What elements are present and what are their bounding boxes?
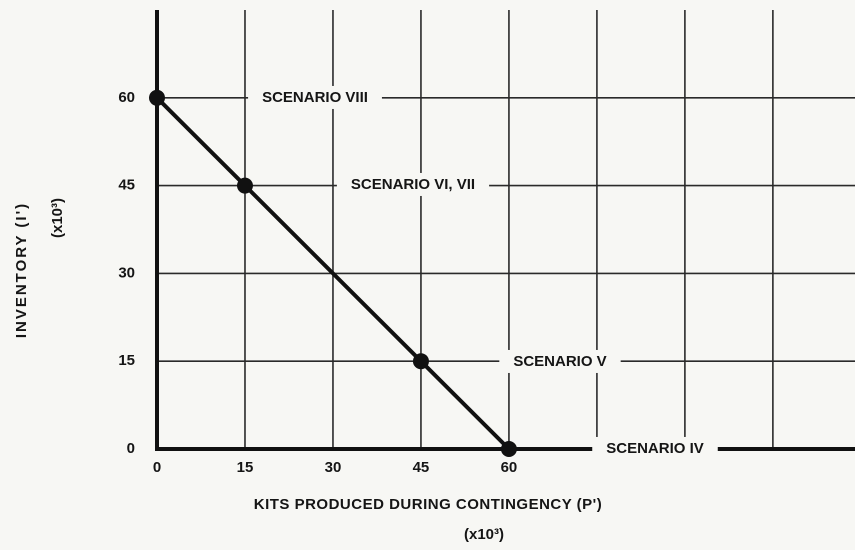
- annotation: SCENARIO VI, VII: [351, 176, 475, 193]
- annotation-background: [336, 172, 490, 196]
- x-tick-label: 60: [501, 459, 518, 476]
- x-tick-label: 15: [237, 459, 254, 476]
- annotation: SCENARIO V: [513, 353, 606, 370]
- y-tick-label: 0: [127, 440, 135, 457]
- y-tick-label: 45: [118, 177, 135, 194]
- annotation-background: [499, 349, 621, 373]
- data-point: [412, 353, 429, 370]
- data-point: [500, 441, 517, 457]
- plot: SCENARIO VIII SCENARIO VI, VII SCENARIO V S…: [149, 85, 718, 460]
- y-tick-label: 15: [118, 352, 135, 369]
- x-tick-label: 45: [413, 459, 430, 476]
- y-tick-label: 30: [118, 264, 135, 281]
- annotation: SCENARIO VIII: [262, 89, 368, 106]
- data-point: [236, 177, 253, 194]
- data-line: [155, 96, 511, 451]
- annotation-background: [248, 85, 382, 109]
- data-point: [149, 89, 165, 106]
- x-tick-label: 0: [153, 459, 161, 476]
- x-tick-label: 30: [325, 459, 342, 476]
- annotation: SCENARIO IV: [606, 440, 704, 457]
- x-axis-unit: (x10³): [464, 526, 504, 543]
- annotation-background: [592, 436, 718, 460]
- y-axis-label: INVENTORY (I'): [13, 202, 30, 338]
- y-axis-unit: (x10³): [49, 198, 66, 238]
- x-axis-label: KITS PRODUCED DURING CONTINGENCY (P'): [254, 496, 602, 513]
- y-tick-label: 60: [118, 89, 135, 106]
